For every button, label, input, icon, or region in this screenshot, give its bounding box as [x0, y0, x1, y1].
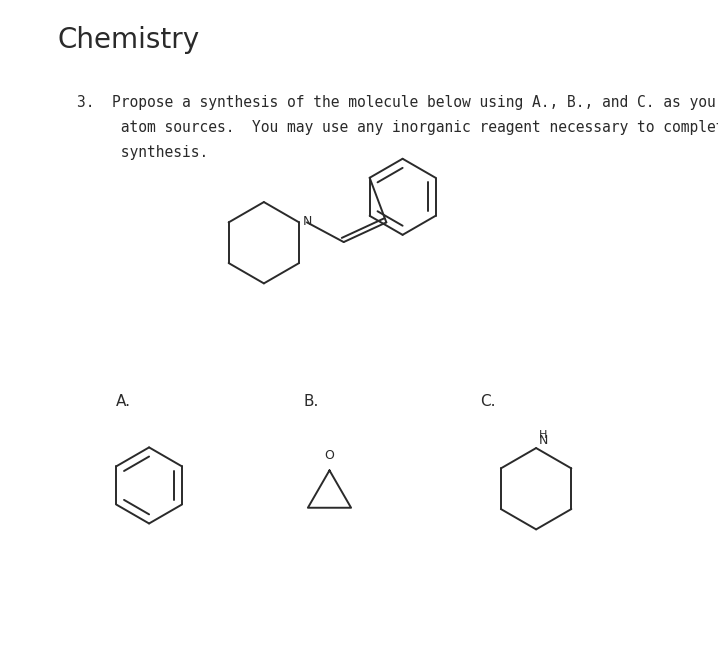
Text: O: O	[325, 449, 335, 462]
Text: N: N	[302, 215, 312, 228]
Text: C.: C.	[480, 394, 496, 409]
Text: synthesis.: synthesis.	[77, 145, 208, 160]
Text: N: N	[538, 434, 548, 447]
Text: H: H	[538, 430, 547, 440]
Text: B.: B.	[303, 394, 319, 409]
Text: Chemistry: Chemistry	[57, 26, 200, 54]
Text: atom sources.  You may use any inorganic reagent necessary to complete your: atom sources. You may use any inorganic …	[77, 120, 718, 135]
Text: 3.  Propose a synthesis of the molecule below using A., B., and C. as your carbo: 3. Propose a synthesis of the molecule b…	[77, 95, 718, 110]
Text: A.: A.	[116, 394, 131, 409]
